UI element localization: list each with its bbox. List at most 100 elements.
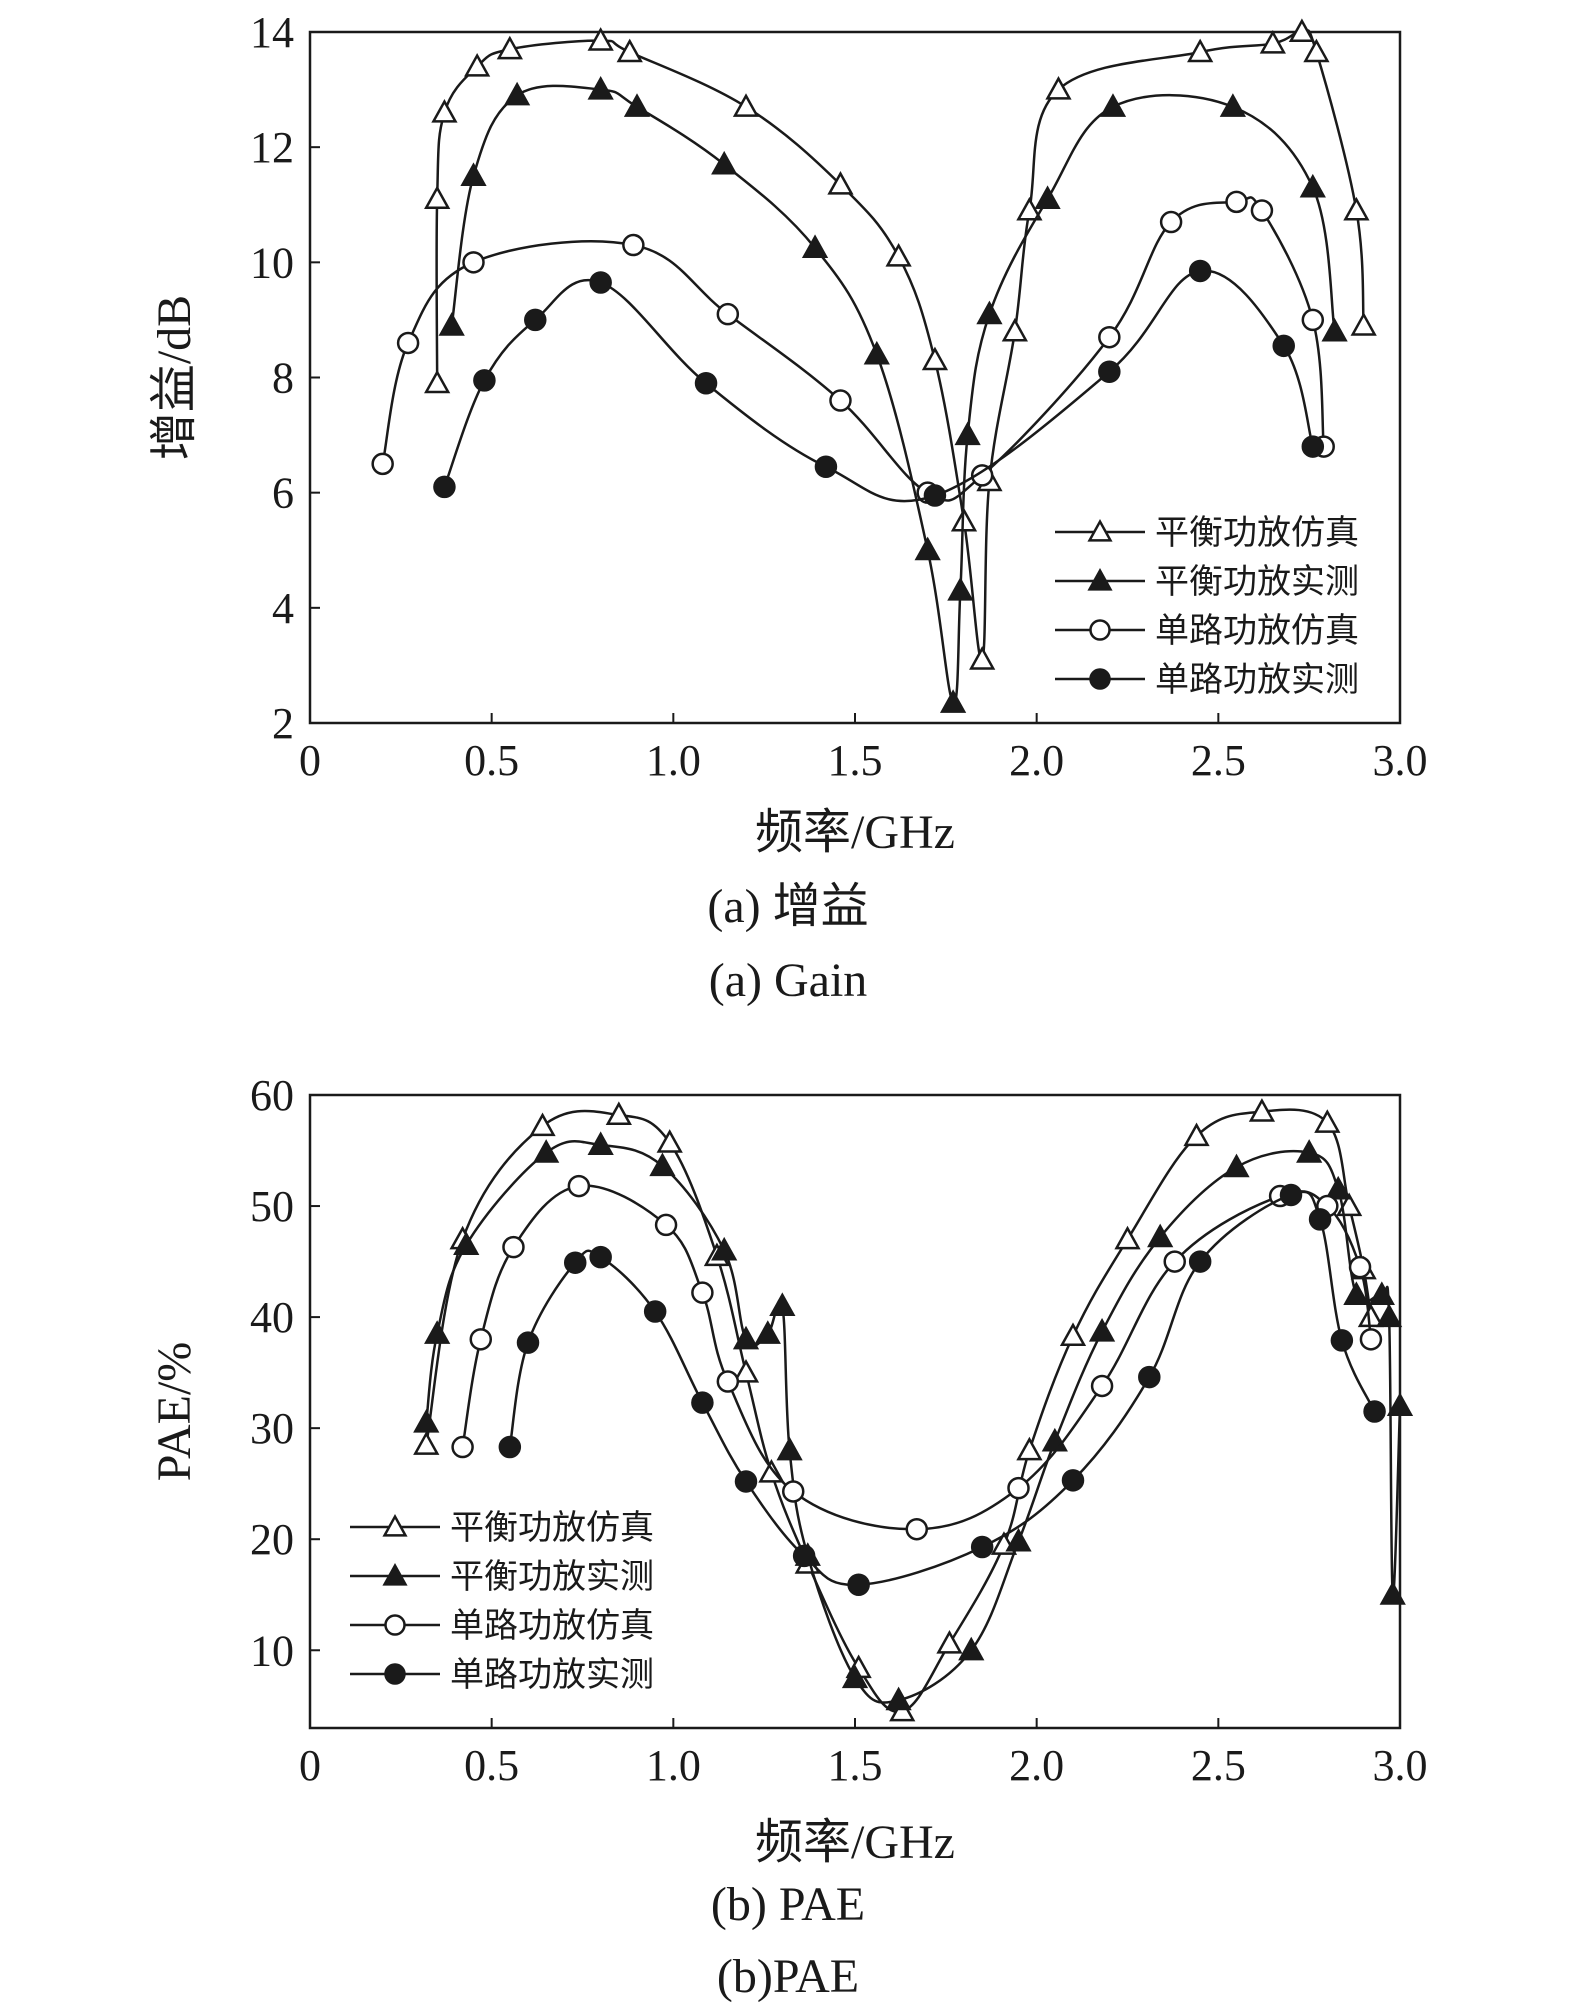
legend-item: 单路功放仿真 [1055,612,1359,650]
data-point [732,93,760,117]
data-point [533,1139,560,1163]
y-tick-label: 20 [250,1515,294,1564]
x-tick-label: 1.0 [646,736,701,785]
y-tick-label: 8 [272,354,294,403]
series-line [443,269,1315,503]
data-point [814,455,838,479]
data-point [1343,196,1370,221]
data-point [734,1470,758,1493]
data-point [1187,38,1214,63]
data-point [567,1174,591,1198]
data-point [827,171,854,195]
y-axis-label: PAE/% [148,1342,201,1482]
x-tick-label: 2.0 [1009,1741,1064,1790]
data-point [947,576,974,601]
caption-pae: (b) PAE (b)PAE [711,1878,865,2003]
gain-chart: 0 0.5 1.0 1.5 2.0 2.5 3.0 2 4 6 8 10 12 14 频率/GHz 增益/dB… [148,8,1428,859]
data-point [1183,1122,1210,1147]
legend-item: 平衡功放实测 [350,1558,654,1596]
data-point [885,243,912,267]
series-1 [424,18,1377,670]
data-point [970,1535,994,1559]
data-point [451,1435,474,1459]
data-point [1299,173,1326,198]
data-point [1163,1250,1186,1273]
data-point [921,346,949,371]
data-point [1272,334,1295,358]
data-point [776,1436,803,1461]
legend-label: 平衡功放仿真 [1155,514,1359,552]
x-tick-label: 0 [299,1741,321,1790]
data-point [781,1480,805,1503]
data-point [1250,199,1274,222]
data-point [1098,325,1121,349]
data-point [1034,185,1061,210]
data-point [914,536,941,561]
data-point [589,271,612,294]
data-point [1303,38,1330,63]
data-point [1059,1322,1087,1347]
legend-item: 平衡功放实测 [1055,563,1359,601]
y-tick-label: 30 [250,1404,294,1453]
data-point [885,1686,912,1711]
data-point [1099,93,1127,117]
data-point [438,312,465,336]
x-tick-label: 2.5 [1191,736,1246,785]
legend-item: 平衡功放仿真 [1055,514,1359,552]
legend-marker [384,1614,406,1636]
data-point [1386,1392,1414,1416]
y-tick-label: 2 [272,699,294,748]
data-point [711,150,738,175]
data-point [792,1544,816,1568]
legend-label: 单路功放实测 [1155,661,1359,699]
data-point [413,1431,440,1455]
data-point [732,1359,760,1383]
legend-item: 单路功放实测 [350,1656,654,1694]
legend-item: 平衡功放仿真 [350,1509,654,1547]
data-point [498,1435,522,1459]
data-point [1348,1255,1372,1279]
series-4 [433,259,1325,507]
x-tick-label: 1.0 [646,1741,701,1790]
data-point [469,1328,493,1351]
data-point [1248,1098,1276,1122]
data-point [841,1664,869,1689]
y-tick-label: 12 [250,123,294,172]
data-point [863,340,890,365]
data-point [1321,317,1348,342]
y-tick-label: 10 [250,238,294,287]
data-point [754,1320,781,1344]
x-tick-label: 3.0 [1373,1741,1428,1790]
data-point [433,475,456,499]
data-point [453,1231,480,1255]
data-point [1359,1328,1383,1351]
legend-marker [384,1663,406,1685]
data-point [1325,1175,1352,1200]
data-point [502,1235,525,1259]
data-point [496,35,523,60]
series-3 [451,1174,1383,1541]
data-point [732,1325,760,1350]
data-point [954,421,981,446]
data-point [1279,1183,1303,1207]
caption-pae-en: (b)PAE [717,1950,859,2003]
data-point [716,1370,740,1393]
data-point [1301,435,1325,458]
data-point [460,162,487,187]
data-point [847,1573,870,1596]
x-axis-label: 频率/GHz [755,1816,955,1869]
data-point [1090,1374,1114,1398]
x-tick-label: 1.5 [828,1741,883,1790]
data-point [1138,1365,1161,1389]
data-point [413,1409,440,1433]
y-tick-label: 4 [272,584,294,633]
legend-label: 单路功放仿真 [1155,612,1359,650]
caption-pae-cn: (b) PAE [711,1878,865,1931]
data-point [969,646,996,670]
data-point [649,1152,676,1177]
data-point [616,38,643,63]
data-point [1188,1250,1212,1273]
data-point [1005,1527,1032,1552]
data-point [769,1292,796,1317]
